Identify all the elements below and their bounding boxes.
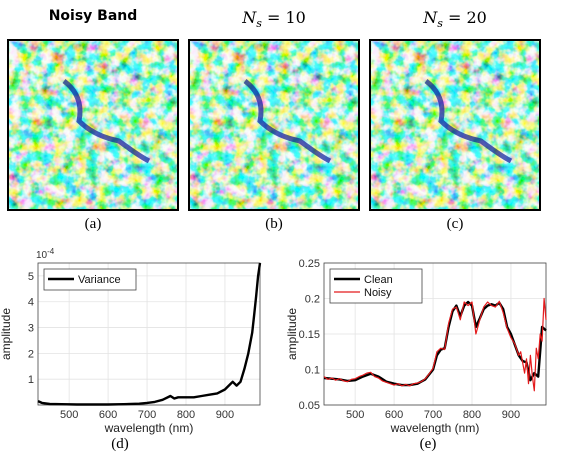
legend-label: Variance xyxy=(78,274,121,286)
x-tick-label: 800 xyxy=(463,409,481,421)
caption-e: (e) xyxy=(419,436,437,452)
x-tick-label: 600 xyxy=(385,409,403,421)
noisy-band-image xyxy=(7,39,179,211)
x-tick-label: 500 xyxy=(346,409,364,421)
ns10-heatmap xyxy=(190,41,358,209)
panel-c-title: Ns = 20 xyxy=(423,8,487,31)
panel-a-title: Noisy Band xyxy=(48,8,138,24)
legend-label: Clean xyxy=(364,274,393,286)
y-tick-label: 3 xyxy=(28,323,34,335)
legend-box xyxy=(43,268,137,291)
y-tick-label: 0.25 xyxy=(299,258,320,270)
ns20-image xyxy=(369,39,541,211)
noisy-band-heatmap xyxy=(9,41,177,209)
x-tick-label: 500 xyxy=(60,409,78,421)
legend-box xyxy=(329,268,423,304)
x-tick-label: 600 xyxy=(99,409,117,421)
y-tick-label: 5 xyxy=(28,271,34,283)
x-tick-label: 800 xyxy=(177,409,195,421)
ns10-image xyxy=(188,39,360,211)
caption-a: (a) xyxy=(84,216,102,232)
legend-label: Noisy xyxy=(364,287,392,299)
y-axis-label: amplitude xyxy=(0,308,13,360)
axes-box xyxy=(37,262,261,406)
y-tick-label: 0.1 xyxy=(305,365,320,377)
series-line-noisy xyxy=(323,297,547,392)
caption-d: (d) xyxy=(111,436,129,452)
x-tick-label: 700 xyxy=(138,409,156,421)
spectrum-chart: 500 600 700 800 900 0.05 0.1 0.15 0.2 0.25 wavelen… xyxy=(285,258,547,435)
series-line-variance xyxy=(37,262,262,406)
y-tick-label: 4 xyxy=(28,297,34,309)
y-exponent-label: 10-4 xyxy=(36,247,55,261)
bottom-charts: 500 600 700 800 900 1 2 3 4 5 wavelength (nm) ampli… xyxy=(0,247,547,435)
y-axis-label: amplitude xyxy=(285,308,299,360)
caption-c: (c) xyxy=(446,216,464,232)
y-tick-label: 1 xyxy=(28,374,34,386)
variance-chart: 500 600 700 800 900 1 2 3 4 5 wavelength (nm) ampli… xyxy=(0,247,262,435)
x-tick-label: 900 xyxy=(216,409,234,421)
x-axis-label: wavelength (nm) xyxy=(104,421,194,435)
y-tick-label: 2 xyxy=(28,348,34,360)
panel-b-title: Ns = 10 xyxy=(242,8,306,31)
ns20-heatmap xyxy=(371,41,539,209)
y-exponent-power: -4 xyxy=(47,247,55,256)
y-tick-label: 0.15 xyxy=(299,329,320,341)
caption-b: (b) xyxy=(265,216,283,232)
y-tick-label: 0.2 xyxy=(305,294,320,306)
x-tick-label: 700 xyxy=(424,409,442,421)
y-tick-label: 0.05 xyxy=(299,400,320,412)
axes-box xyxy=(323,262,547,406)
x-tick-label: 900 xyxy=(502,409,520,421)
x-axis-label: wavelength (nm) xyxy=(390,421,480,435)
